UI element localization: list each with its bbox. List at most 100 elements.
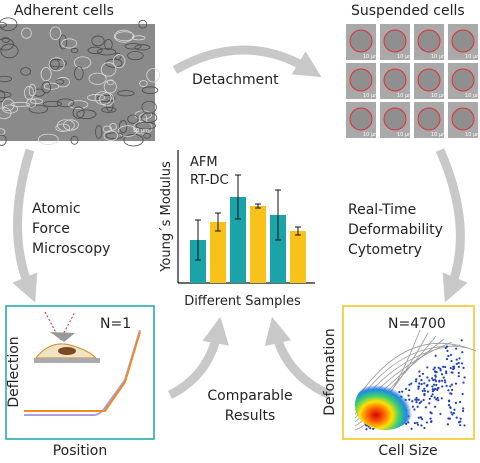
- event: [439, 412, 442, 416]
- cell-texture: [0, 90, 6, 103]
- cell-texture: [131, 35, 146, 41]
- event: [450, 383, 453, 386]
- event: [434, 380, 438, 383]
- event: [453, 408, 456, 411]
- event: [425, 384, 428, 388]
- error-bar: [195, 219, 201, 261]
- cell-texture: [68, 100, 89, 109]
- event: [429, 411, 432, 414]
- cell-texture: [55, 123, 71, 132]
- event: [415, 398, 418, 401]
- event: [437, 366, 440, 369]
- event: [443, 379, 446, 382]
- event: [422, 398, 425, 402]
- event: [459, 417, 462, 420]
- event: [457, 365, 460, 369]
- cell-texture: [99, 92, 115, 107]
- event: [407, 421, 410, 424]
- bar: [270, 215, 286, 283]
- event: [416, 421, 419, 424]
- event: [428, 402, 431, 405]
- event: [452, 368, 455, 371]
- cell-texture: [102, 125, 113, 133]
- event: [458, 357, 461, 360]
- event: [426, 390, 430, 393]
- arrow-label: Atomic: [32, 201, 81, 217]
- event: [418, 401, 421, 405]
- cell-texture: [100, 62, 117, 77]
- cell-texture: [134, 44, 151, 51]
- scale-label: 10 µm: [431, 93, 447, 99]
- event: [431, 385, 434, 388]
- cell-texture: [114, 31, 135, 42]
- cell-texture: [88, 72, 107, 85]
- event: [434, 387, 437, 390]
- cell-texture: [139, 80, 148, 87]
- cell-contour: [383, 107, 407, 131]
- event: [420, 382, 423, 386]
- event: [449, 353, 453, 357]
- event: [442, 376, 445, 379]
- cell-texture: [42, 100, 62, 107]
- event: [365, 428, 368, 431]
- arrow-bottom-right: [264, 316, 332, 400]
- event: [441, 365, 445, 368]
- event: [449, 406, 452, 409]
- cell-contour: [349, 107, 373, 131]
- cell-texture: [70, 47, 79, 54]
- cell-texture: [70, 135, 79, 145]
- cell-contour: [417, 68, 441, 92]
- event: [447, 354, 450, 358]
- event: [452, 411, 456, 415]
- afm-curve: [24, 331, 141, 412]
- event: [454, 401, 457, 404]
- event: [434, 375, 437, 378]
- event: [434, 370, 437, 373]
- cell-texture: [24, 86, 35, 100]
- arrow-label: Force: [32, 221, 70, 237]
- event: [418, 370, 421, 373]
- legend-label: AFM: [190, 155, 218, 170]
- event: [417, 398, 420, 401]
- cell-contour: [451, 107, 475, 131]
- event: [463, 424, 466, 427]
- event: [425, 421, 429, 424]
- event: [428, 379, 431, 382]
- event: [418, 382, 421, 385]
- event: [431, 390, 435, 393]
- arrow-label: Results: [225, 408, 276, 424]
- arrow-label: Comparable: [207, 388, 292, 404]
- event: [457, 371, 460, 374]
- event: [423, 387, 426, 390]
- event: [459, 424, 462, 427]
- event: [440, 379, 444, 382]
- y-axis-label: Deformation: [322, 328, 338, 415]
- cell-texture: [1, 98, 15, 112]
- adherent-image: [0, 17, 160, 147]
- event: [414, 380, 418, 383]
- legend-label: RT-DC: [190, 173, 229, 188]
- event: [449, 385, 452, 388]
- cell-texture: [124, 43, 142, 50]
- cell-texture: [141, 86, 159, 94]
- event: [444, 346, 447, 350]
- event: [426, 376, 429, 379]
- cell-texture: [107, 79, 115, 86]
- scale-label: 10 µm: [397, 93, 413, 99]
- event: [441, 385, 444, 388]
- event: [423, 389, 427, 393]
- chart: Young´s Modulus Different Samples AFM RT-DC: [159, 150, 315, 309]
- cell-texture: [28, 104, 49, 114]
- cell-texture: [48, 57, 65, 72]
- event: [445, 370, 448, 373]
- event: [432, 368, 435, 371]
- cell-texture: [95, 124, 103, 139]
- cell-texture: [2, 104, 19, 114]
- event: [450, 359, 453, 363]
- event: [418, 374, 421, 378]
- cell-texture: [123, 133, 144, 147]
- event: [457, 375, 460, 378]
- arrow-label: Detachment: [192, 72, 279, 88]
- event: [421, 389, 424, 392]
- cell-texture: [143, 132, 151, 139]
